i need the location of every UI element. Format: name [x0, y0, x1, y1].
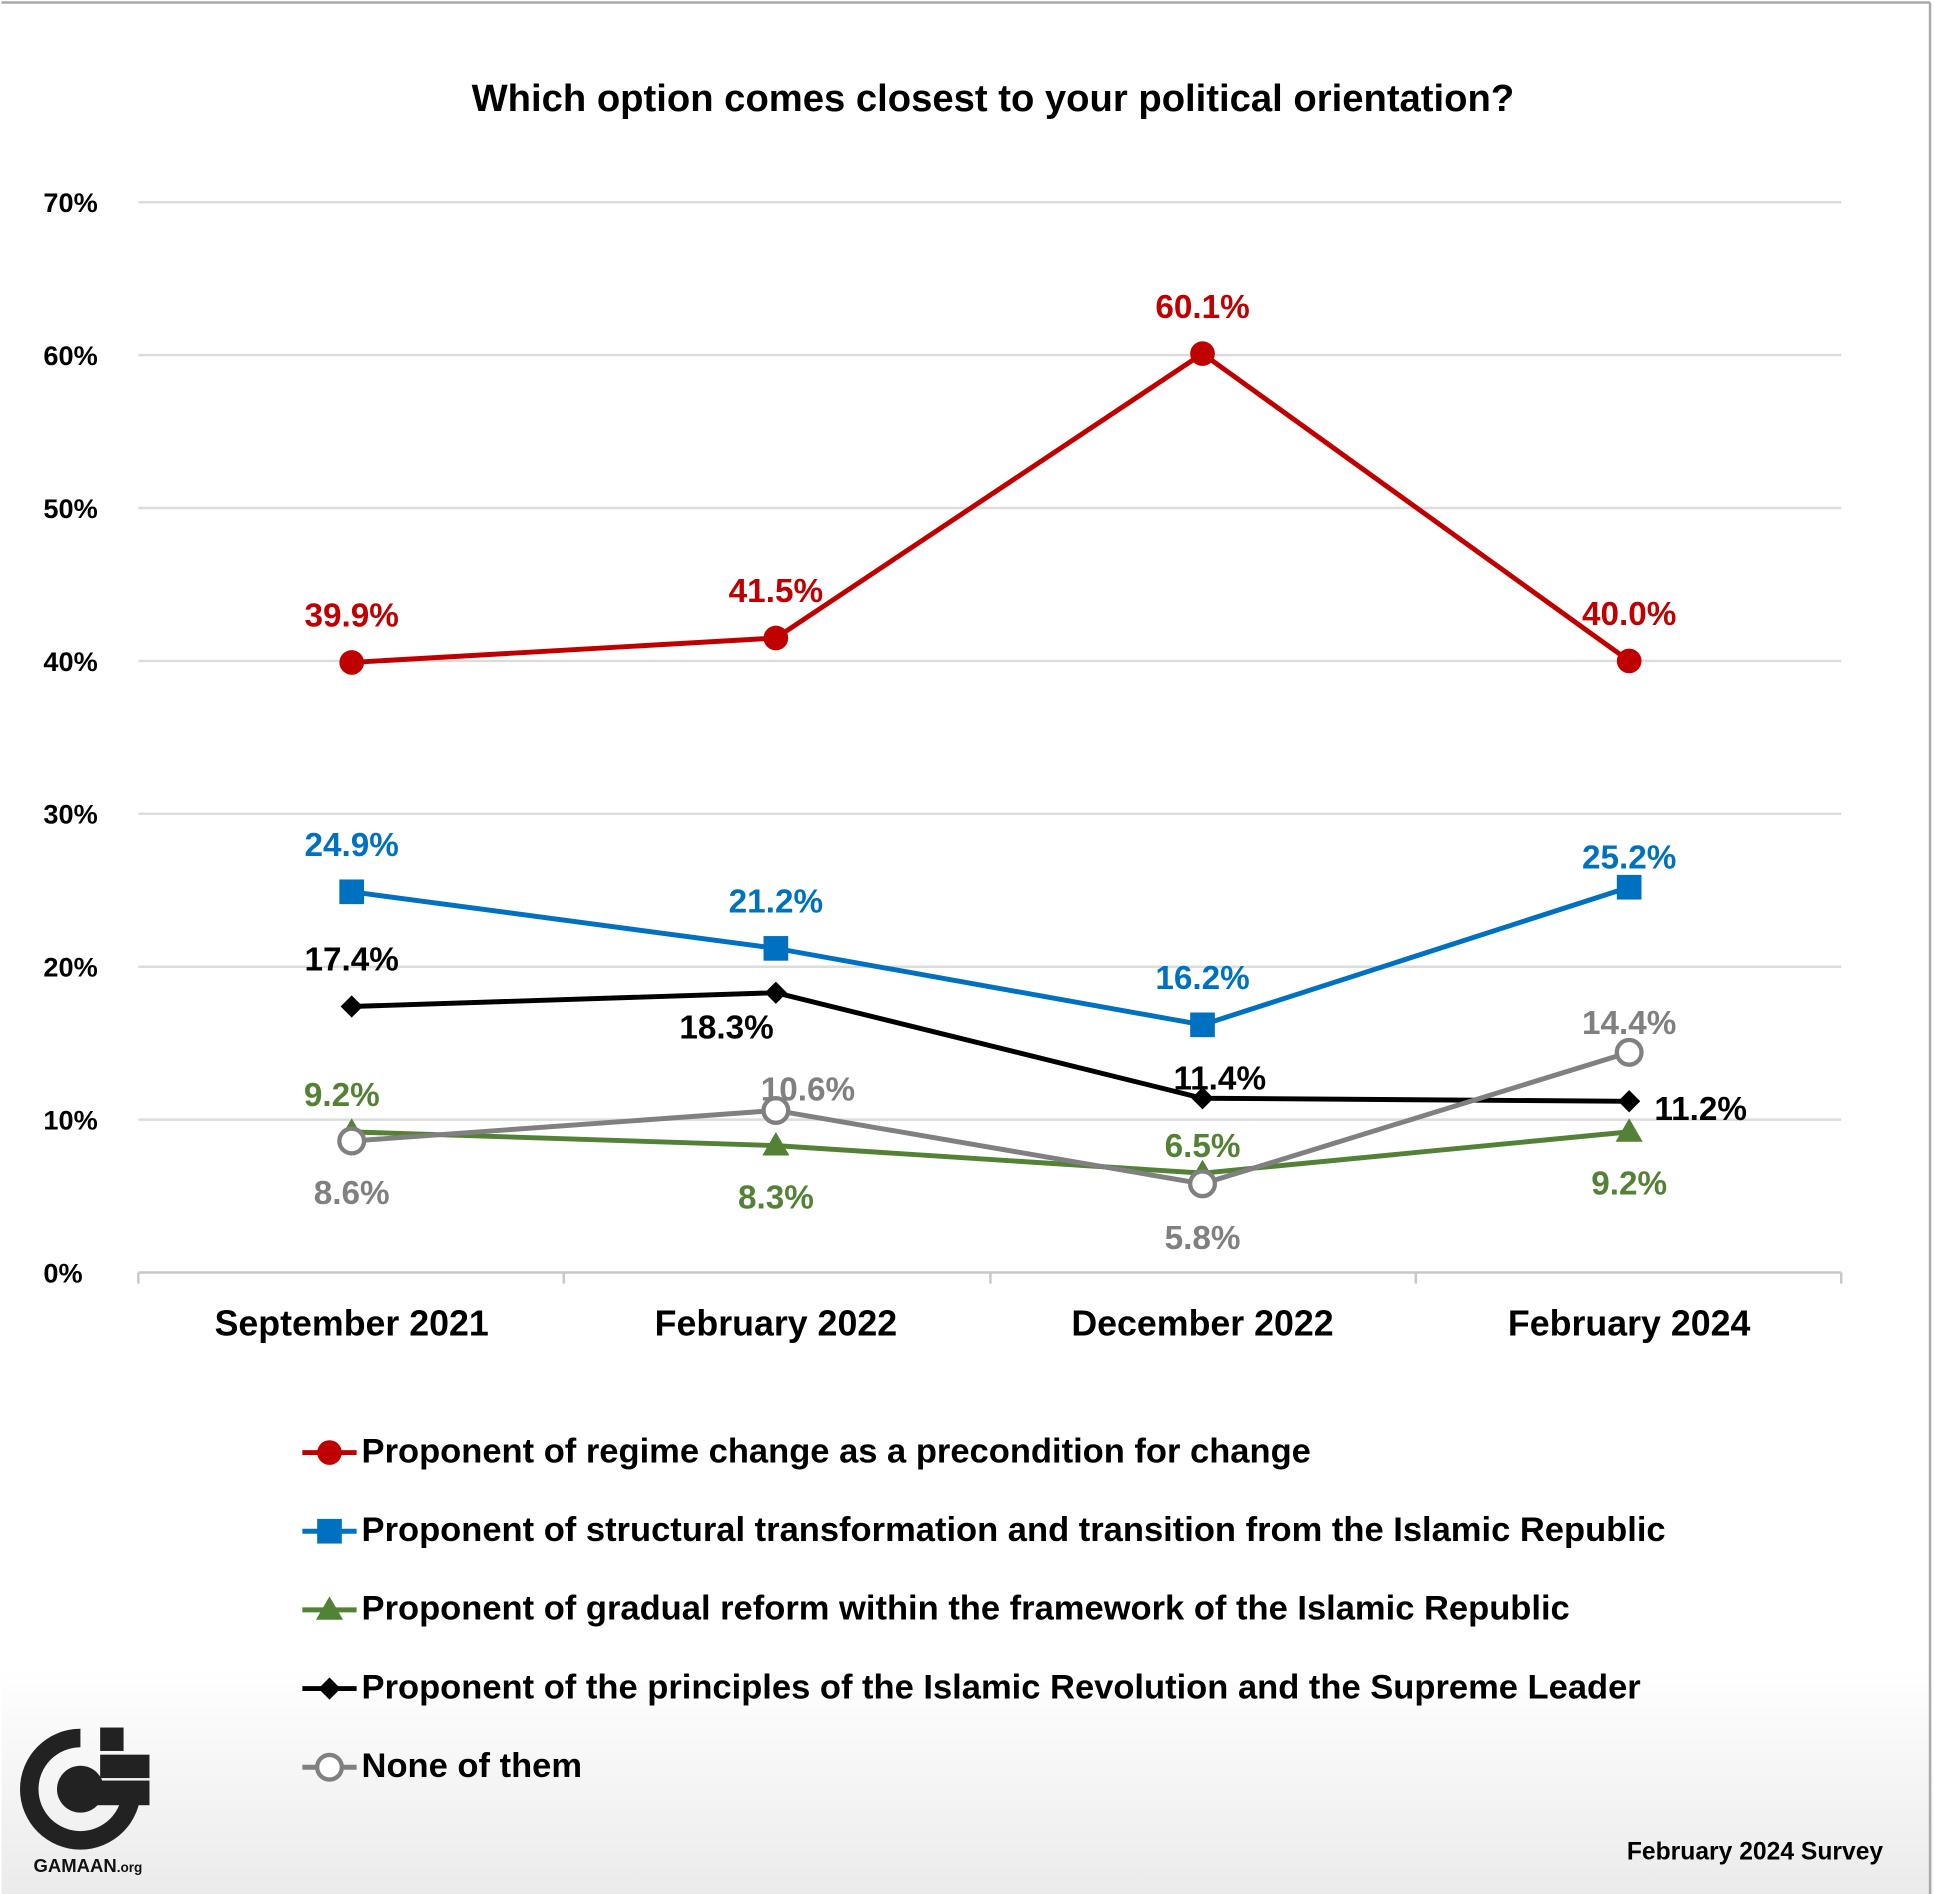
data-point-diamond	[1618, 1090, 1641, 1113]
data-label: 16.2%	[1155, 960, 1249, 997]
data-point-circle	[763, 625, 789, 651]
data-label: 11.4%	[1174, 1061, 1267, 1098]
legend-label: Proponent of gradual reform within the f…	[362, 1590, 1570, 1628]
legend-item: None of them	[302, 1747, 582, 1785]
legend-marker-square	[317, 1518, 342, 1544]
series-line	[351, 350, 1631, 665]
legend-item: Proponent of gradual reform within the f…	[302, 1590, 1570, 1628]
data-label: 10.6%	[761, 1072, 855, 1109]
svg-text:GAMAAN.org: GAMAAN.org	[34, 1855, 143, 1876]
survey-footnote: February 2024 Survey	[1627, 1838, 1884, 1865]
legend-marker-diamond	[318, 1677, 341, 1700]
data-label: 41.5%	[729, 573, 823, 610]
series-line	[351, 1049, 1630, 1187]
legend-label: None of them	[362, 1747, 583, 1785]
data-point-diamond	[1191, 1087, 1214, 1110]
data-label: 11.2%	[1654, 1091, 1747, 1128]
legend-item: Proponent of the principles of the Islam…	[302, 1668, 1641, 1706]
legend-marker-open-circle	[315, 1752, 344, 1782]
data-label: 14.4%	[1582, 1005, 1676, 1042]
data-label: 5.8%	[1165, 1220, 1241, 1257]
legend-marker-triangle	[315, 1596, 344, 1620]
y-tick-label: 30%	[43, 799, 97, 830]
data-label: 25.2%	[1582, 840, 1676, 877]
data-point-circle	[1190, 341, 1215, 366]
data-label: 9.2%	[1591, 1166, 1667, 1203]
data-point-circle	[339, 650, 365, 675]
data-point-open-circle	[1188, 1169, 1218, 1199]
x-tick-label: September 2021	[215, 1303, 489, 1343]
legend-item: Proponent of structural transformation a…	[302, 1511, 1666, 1549]
data-label: 60.1%	[1155, 289, 1249, 326]
data-point-square	[1616, 874, 1642, 900]
data-point-diamond	[340, 995, 363, 1018]
series-3: 17.4% 18.3% 11.4% 11.2%	[305, 942, 1747, 1128]
data-point-square	[1190, 1012, 1215, 1038]
legend-marker-circle	[317, 1440, 342, 1465]
data-label: 21.2%	[729, 884, 823, 921]
data-point-open-circle	[761, 1095, 791, 1125]
data-point-open-circle	[1614, 1037, 1644, 1067]
x-tick-label: December 2022	[1071, 1303, 1333, 1343]
y-tick-label: 0%	[43, 1257, 82, 1288]
legend-item: Proponent of regime change as a precondi…	[302, 1432, 1311, 1470]
data-point-square	[763, 936, 789, 961]
series-2: 9.2% 8.3% 6.5% 9.2%	[304, 1077, 1667, 1217]
data-point-open-circle	[337, 1126, 367, 1156]
legend-label: Proponent of regime change as a precondi…	[362, 1432, 1311, 1470]
chart-title: Which option comes closest to your polit…	[472, 77, 1515, 120]
data-label: 8.3%	[738, 1180, 814, 1217]
y-tick-label: 20%	[43, 952, 97, 983]
x-tick-label: February 2022	[655, 1303, 897, 1343]
legend-label: Proponent of structural transformation a…	[362, 1511, 1666, 1549]
series-line	[351, 990, 1630, 1104]
y-tick-label: 40%	[43, 646, 97, 677]
y-tick-label: 10%	[43, 1104, 97, 1135]
data-label: 39.9%	[305, 598, 399, 635]
data-label: 17.4%	[305, 942, 399, 979]
y-tick-label: 60%	[43, 340, 97, 371]
data-label: 6.5%	[1165, 1128, 1241, 1165]
y-tick-label: 50%	[43, 493, 97, 524]
data-point-circle	[1616, 648, 1642, 674]
data-point-square	[339, 879, 365, 905]
series-0: 39.9% 41.5% 60.1% 40.0%	[305, 289, 1676, 675]
data-point-triangle	[762, 1132, 790, 1156]
data-label: 8.6%	[314, 1175, 390, 1212]
legend-label: Proponent of the principles of the Islam…	[362, 1668, 1641, 1706]
data-label: 18.3%	[679, 1009, 773, 1046]
series-1: 24.9% 21.2% 16.2% 25.2%	[305, 827, 1676, 1038]
x-tick-label: February 2024	[1508, 1303, 1751, 1343]
data-label: 40.0%	[1582, 596, 1676, 633]
series-line	[351, 1129, 1630, 1176]
gamaan-logo: GAMAAN.org	[20, 1727, 150, 1876]
y-tick-label: 70%	[43, 187, 97, 218]
data-label: 24.9%	[305, 827, 399, 864]
series-4: 8.6% 10.6% 5.8% 14.4%	[314, 1005, 1677, 1257]
data-point-triangle	[1615, 1118, 1643, 1142]
data-label: 9.2%	[304, 1077, 380, 1114]
series-line	[351, 884, 1630, 1028]
data-point-diamond	[764, 981, 787, 1004]
